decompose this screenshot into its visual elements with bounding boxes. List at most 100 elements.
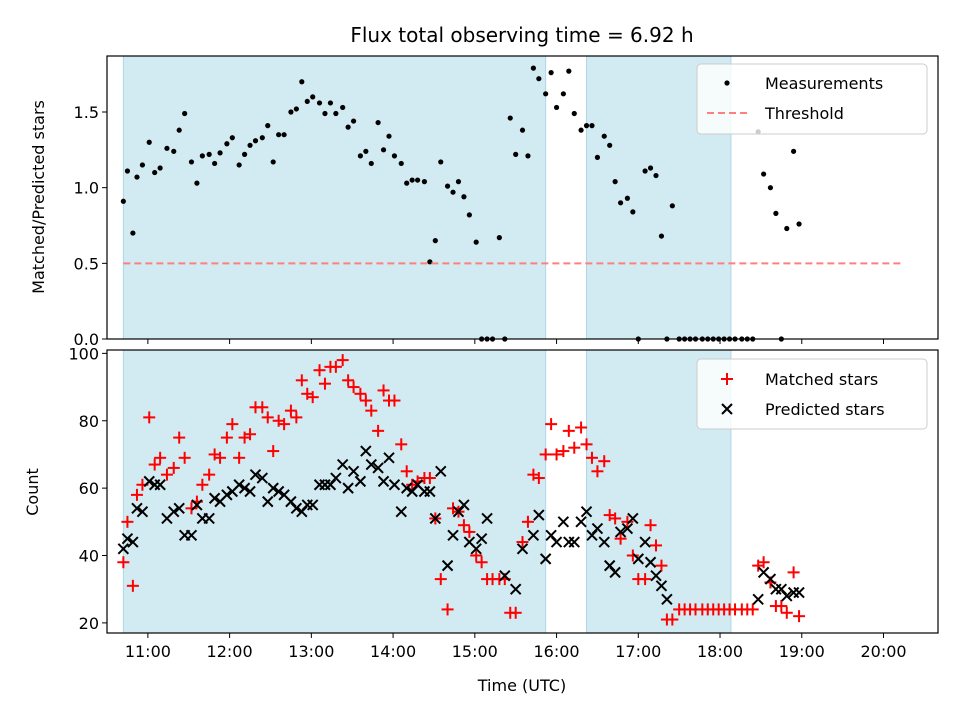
matched-star-marker	[423, 472, 436, 485]
predicted-star-marker	[173, 502, 185, 515]
measurement-point	[171, 148, 177, 154]
top-panel: 0.0 0.5 1.0 1.5 Matched/Predicted stars Mea…	[29, 55, 939, 349]
y-tick-label: 1.5	[74, 103, 99, 122]
matched-star-marker	[545, 418, 558, 431]
matched-star-marker	[148, 458, 161, 471]
measurement-point	[761, 171, 767, 177]
measurement-point	[217, 150, 223, 156]
y-tick-label: 60	[79, 479, 99, 498]
x-tick-label: 14:00	[370, 642, 416, 661]
matched-star-marker	[580, 438, 593, 451]
bottom-shaded-intervals	[122, 349, 732, 634]
bottom-panel: 20 40 60 80 100 11:00 12:00 13:00 14:00 15:00 16:…	[23, 344, 939, 695]
top-legend-frame	[696, 63, 928, 135]
predicted-star-marker	[539, 553, 552, 565]
matched-star-marker	[400, 465, 413, 478]
matched-star-marker	[532, 472, 545, 485]
measurement-point	[380, 147, 387, 153]
measurement-point	[496, 235, 502, 241]
predicted-star-marker	[221, 489, 233, 501]
measurement-point	[784, 225, 790, 232]
predicted-star-marker	[117, 543, 130, 555]
measurement-point	[194, 180, 200, 186]
matched-star-marker	[178, 451, 191, 464]
measurement-point	[607, 142, 613, 148]
bottom-y-axis-label: Count	[23, 468, 42, 516]
matched-star-marker	[650, 539, 663, 552]
legend-measurements-marker	[724, 80, 730, 86]
matched-star-marker	[787, 566, 800, 579]
matched-star-marker	[639, 573, 652, 586]
predicted-star-marker	[424, 485, 436, 498]
matched-star-marker	[185, 502, 198, 515]
y-tick-label: 0.5	[74, 254, 99, 273]
matched-star-marker	[475, 556, 488, 569]
measurement-point	[252, 138, 259, 144]
predicted-star-marker	[233, 479, 245, 491]
measurement-point	[157, 165, 163, 171]
predicted-star-marker	[429, 512, 442, 525]
predicted-star-marker	[347, 465, 360, 477]
measurement-point	[548, 70, 554, 76]
measurement-point	[124, 168, 131, 174]
measurement-point	[316, 100, 323, 106]
matched-star-marker	[521, 515, 534, 528]
predicted-star-marker	[470, 543, 482, 555]
matched-star-marker	[598, 455, 611, 468]
measurement-point	[513, 151, 519, 157]
predicted-star-marker	[575, 516, 587, 528]
matched-star-marker	[666, 613, 679, 626]
bottom-y-ticks: 20 40 60 80 100	[68, 344, 107, 633]
predicted-star-marker	[336, 458, 349, 471]
x-tick-label: 17:00	[615, 642, 661, 661]
matched-star-marker	[516, 536, 529, 549]
matched-star-marker	[160, 468, 173, 481]
bottom-x-ticks: 11:00 12:00 13:00 14:00 15:00 16:00 17:00 18:00…	[125, 633, 907, 661]
measurement-point	[164, 145, 170, 151]
legend-measurements-label: Measurements	[765, 74, 883, 93]
measurement-point	[601, 133, 607, 139]
matched-star-marker	[746, 603, 759, 616]
measurement-point	[182, 110, 188, 117]
x-tick-label: 12:00	[207, 642, 253, 661]
matched-star-marker	[470, 549, 483, 562]
measurement-point	[236, 162, 242, 168]
predicted-star-marker	[441, 559, 454, 572]
matched-star-marker	[557, 445, 570, 458]
predicted-star-marker	[365, 458, 377, 471]
measurement-point	[270, 159, 276, 165]
measurement-point	[466, 212, 472, 218]
measurement-point	[543, 91, 549, 97]
matched-star-marker	[336, 354, 349, 367]
predicted-star-marker	[203, 512, 215, 525]
predicted-star-marker	[267, 482, 279, 494]
measurement-point	[773, 210, 779, 216]
measurement-point	[199, 153, 205, 159]
predicted-star-marker	[395, 506, 407, 518]
shaded-interval	[122, 349, 547, 634]
predicted-star-marker	[262, 495, 274, 508]
y-tick-label: 0.0	[74, 330, 99, 349]
predicted-star-marker	[447, 529, 459, 542]
shaded-interval	[122, 55, 547, 340]
x-axis-label: Time (UTC)	[477, 676, 566, 695]
measurement-point	[259, 135, 265, 141]
measurement-point	[571, 110, 577, 117]
matched-star-marker	[757, 556, 770, 569]
predicted-star-marker	[661, 593, 673, 606]
matched-star-marker	[233, 451, 246, 464]
top-y-axis-label: Matched/Predicted stars	[29, 100, 48, 294]
predicted-star-marker	[516, 543, 529, 555]
measurement-point	[229, 135, 235, 141]
legend-predicted-marker	[721, 403, 733, 415]
predicted-star-marker	[580, 506, 593, 518]
measurement-point	[624, 195, 630, 201]
predicted-star-marker	[639, 536, 651, 548]
measurement-point	[553, 104, 560, 111]
top-axes-frame	[106, 55, 939, 340]
measurement-point	[398, 160, 404, 167]
predicted-star-marker	[131, 502, 143, 515]
legend-predicted-label: Predicted stars	[765, 400, 885, 419]
measurement-point	[206, 151, 212, 157]
